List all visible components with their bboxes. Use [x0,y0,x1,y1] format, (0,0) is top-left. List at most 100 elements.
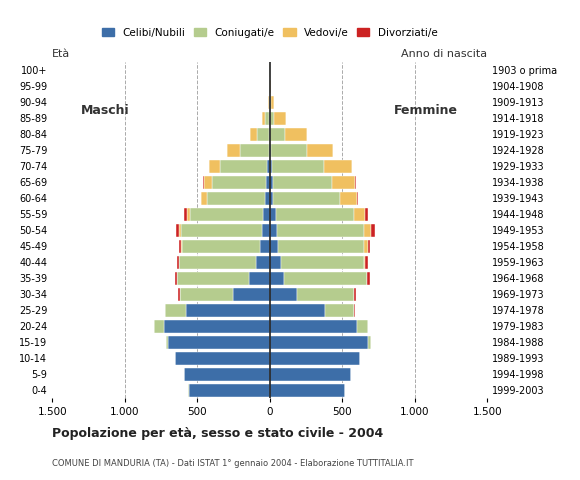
Text: Maschi: Maschi [81,104,130,117]
Bar [368,240,371,253]
Bar [307,144,333,157]
Bar [354,304,355,317]
Bar [190,208,263,221]
Bar [273,176,332,189]
Bar [179,224,180,237]
Bar [258,128,269,141]
Bar [270,128,285,141]
Bar [271,96,274,109]
Bar [364,240,368,253]
Bar [276,208,354,221]
Bar [188,384,270,397]
Bar [354,208,365,221]
Bar [164,320,270,333]
Bar [270,320,357,333]
Bar [168,336,270,349]
Bar [262,224,270,237]
Bar [270,336,368,349]
Bar [184,208,187,221]
Bar [177,272,249,285]
Bar [176,256,179,269]
Bar [179,256,256,269]
Bar [270,384,345,397]
Bar [365,208,368,221]
Text: COMUNE DI MANDURIA (TA) - Dati ISTAT 1° gennaio 2004 - Elaborazione TUTTITALIA.I: COMUNE DI MANDURIA (TA) - Dati ISTAT 1° … [52,458,414,468]
Bar [285,128,307,141]
Bar [180,288,233,301]
Bar [368,336,371,349]
Bar [175,272,177,285]
Bar [269,112,270,125]
Bar [272,160,324,173]
Bar [332,176,355,189]
Bar [181,240,182,253]
Bar [274,112,286,125]
Bar [178,288,180,301]
Bar [270,160,272,173]
Bar [324,160,351,173]
Bar [368,272,370,285]
Text: Popolazione per età, sesso e stato civile - 2004: Popolazione per età, sesso e stato civil… [52,427,383,440]
Bar [365,256,368,269]
Bar [250,128,258,141]
Bar [270,288,297,301]
Bar [265,112,269,125]
Text: Età: Età [52,49,70,59]
Bar [268,96,269,109]
Bar [270,208,275,221]
Bar [270,192,273,205]
Bar [209,160,220,173]
Bar [220,160,267,173]
Bar [271,144,307,157]
Bar [270,304,325,317]
Bar [269,144,270,157]
Bar [166,336,168,349]
Bar [233,288,270,301]
Bar [357,320,368,333]
Bar [325,304,354,317]
Bar [260,240,270,253]
Bar [263,208,270,221]
Bar [367,272,368,285]
Bar [165,304,186,317]
Bar [270,256,281,269]
Bar [267,160,270,173]
Bar [277,224,364,237]
Text: Anno di nascita: Anno di nascita [401,49,487,59]
Bar [179,240,181,253]
Bar [270,144,271,157]
Bar [270,272,284,285]
Text: Femmine: Femmine [394,104,458,117]
Bar [180,224,262,237]
Bar [284,272,367,285]
Bar [204,176,212,189]
Bar [269,128,270,141]
Bar [154,320,164,333]
Bar [270,96,271,109]
Bar [273,192,340,205]
Bar [240,144,269,157]
Bar [187,208,190,221]
Bar [249,272,270,285]
Bar [281,256,364,269]
Bar [186,304,270,317]
Bar [364,256,365,269]
Bar [371,224,375,237]
Bar [266,176,270,189]
Bar [184,368,270,381]
Bar [201,192,207,205]
Bar [364,224,371,237]
Bar [340,192,357,205]
Bar [182,240,260,253]
Legend: Celibi/Nubili, Coniugati/e, Vedovi/e, Divorziati/e: Celibi/Nubili, Coniugati/e, Vedovi/e, Di… [97,24,442,42]
Bar [207,192,265,205]
Bar [270,176,273,189]
Bar [256,256,270,269]
Bar [270,368,351,381]
Bar [270,112,274,125]
Bar [212,176,266,189]
Bar [265,192,270,205]
Bar [176,224,179,237]
Bar [270,240,278,253]
Bar [262,112,265,125]
